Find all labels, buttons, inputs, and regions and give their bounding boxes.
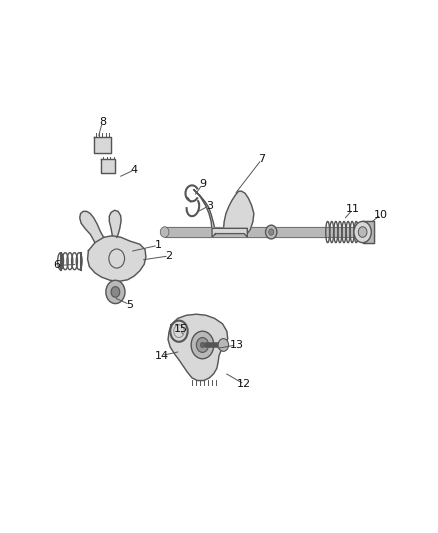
Text: 7: 7 [258,155,265,164]
Circle shape [106,280,125,304]
Polygon shape [94,136,111,152]
Text: 15: 15 [174,324,188,334]
Text: 11: 11 [346,204,360,214]
Polygon shape [363,221,374,243]
Text: 4: 4 [131,165,138,175]
Text: 10: 10 [374,209,388,220]
Polygon shape [110,211,121,237]
Circle shape [218,338,229,351]
Circle shape [200,342,205,348]
Circle shape [111,287,120,297]
Circle shape [354,221,371,243]
Polygon shape [212,228,247,237]
Circle shape [265,225,277,239]
Text: 14: 14 [155,351,169,361]
Polygon shape [102,159,116,173]
Text: 1: 1 [155,240,162,251]
Polygon shape [165,227,358,237]
Circle shape [268,229,274,235]
Circle shape [160,227,169,237]
Text: 12: 12 [237,379,251,389]
Circle shape [191,331,214,359]
Polygon shape [80,212,104,243]
Text: 3: 3 [206,200,213,211]
Text: 8: 8 [99,117,106,127]
Text: 2: 2 [166,251,173,261]
Text: 13: 13 [230,340,244,350]
Circle shape [358,227,367,237]
Text: 5: 5 [126,300,133,310]
Polygon shape [194,190,254,233]
Polygon shape [88,236,146,281]
Text: 6: 6 [53,261,60,270]
Text: 9: 9 [199,179,206,189]
Circle shape [354,227,363,237]
Polygon shape [168,314,228,381]
Circle shape [196,337,208,352]
